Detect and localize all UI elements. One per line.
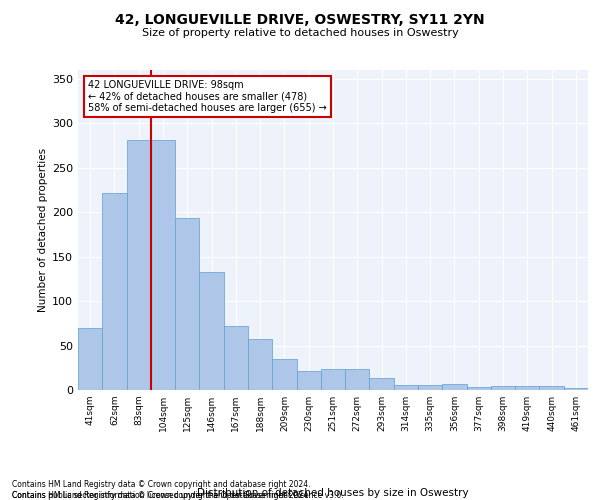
Bar [321,368,345,390]
Text: 42 LONGUEVILLE DRIVE: 98sqm
← 42% of detached houses are smaller (478)
58% of se: 42 LONGUEVILLE DRIVE: 98sqm ← 42% of det… [88,80,327,113]
Text: Distribution of detached houses by size in Oswestry: Distribution of detached houses by size … [197,488,469,498]
Bar [491,386,515,390]
Bar [296,372,321,390]
Bar [175,218,199,390]
Bar [102,192,127,390]
Bar [539,386,564,390]
Bar [78,328,102,390]
Bar [151,140,175,390]
Bar [345,368,370,390]
Bar [272,359,296,390]
Bar [224,326,248,390]
Bar [370,378,394,390]
Bar [418,384,442,390]
Bar [442,384,467,390]
Text: Contains HM Land Registry data © Crown copyright and database right 2024.
Contai: Contains HM Land Registry data © Crown c… [12,480,344,500]
Bar [515,386,539,390]
Text: 42, LONGUEVILLE DRIVE, OSWESTRY, SY11 2YN: 42, LONGUEVILLE DRIVE, OSWESTRY, SY11 2Y… [115,12,485,26]
Text: Contains HM Land Registry data © Crown copyright and database right 2024.: Contains HM Land Registry data © Crown c… [12,490,311,500]
Text: Size of property relative to detached houses in Oswestry: Size of property relative to detached ho… [142,28,458,38]
Bar [199,272,224,390]
Bar [564,388,588,390]
Y-axis label: Number of detached properties: Number of detached properties [38,148,48,312]
Bar [127,140,151,390]
Bar [394,384,418,390]
Bar [248,340,272,390]
Bar [467,388,491,390]
